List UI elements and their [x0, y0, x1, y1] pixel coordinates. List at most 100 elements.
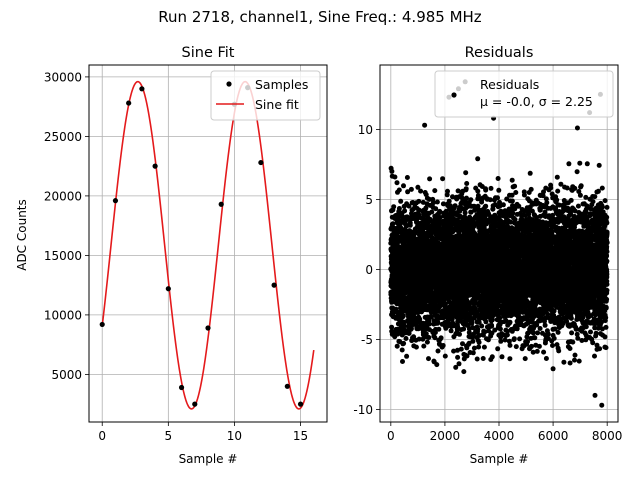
residual-point [496, 187, 502, 193]
residual-point [416, 198, 422, 204]
residual-point [399, 347, 405, 353]
residual-point [469, 320, 475, 326]
residual-point [489, 317, 495, 323]
sine-fit-y-tick-label: 30000 [44, 70, 82, 84]
residual-point [437, 208, 443, 214]
residual-point [455, 324, 461, 330]
residual-point [456, 361, 462, 367]
residual-point [470, 325, 476, 331]
residual-point [433, 206, 439, 212]
residuals-y-tick-label: 10 [358, 123, 373, 137]
sine-fit-chart: Sine Fit Sample # ADC Counts 0 5 10 1550001… [15, 45, 328, 466]
residuals-y-tick-label: -10 [353, 403, 373, 417]
sample-point [271, 282, 277, 288]
residual-point [475, 156, 481, 162]
residual-point [398, 198, 404, 204]
residual-point [400, 359, 405, 364]
residual-point [401, 319, 407, 325]
residual-point [423, 205, 429, 211]
residual-point [495, 195, 500, 201]
sample-point [139, 86, 145, 92]
residual-point [455, 354, 461, 360]
sample-point [258, 159, 264, 166]
residual-point [476, 344, 482, 350]
residual-point [497, 326, 503, 332]
residual-point [507, 319, 513, 325]
sample-point [178, 384, 185, 391]
sine-fit-y-tick-label: 5000 [51, 368, 82, 382]
residual-point [499, 354, 505, 360]
residual-point [485, 337, 491, 343]
residual-point [442, 353, 448, 359]
residual-point [402, 208, 408, 214]
residual-point [488, 185, 494, 191]
residual-point [513, 190, 519, 195]
residual-point [394, 180, 400, 186]
sine-fit-ylabel: ADC Counts [15, 199, 29, 271]
sine-fit-x-tick-label: 0 [98, 429, 106, 443]
residual-point [463, 170, 469, 176]
residual-point [448, 328, 454, 334]
residual-point [438, 335, 444, 341]
residual-point [509, 177, 515, 183]
legend-samples-marker [226, 81, 232, 87]
residual-point [457, 331, 462, 337]
residual-point [461, 326, 467, 332]
residual-point [429, 209, 435, 215]
sample-point [99, 321, 105, 328]
sine-fit-y-tick-label: 25000 [44, 130, 82, 144]
residual-point [451, 348, 457, 354]
residual-point [513, 344, 519, 350]
residual-point [483, 319, 489, 325]
residual-point [426, 321, 432, 327]
residual-point [512, 217, 518, 222]
residual-point [455, 347, 460, 353]
residual-point [390, 221, 396, 227]
residual-point [476, 319, 482, 325]
sample-point [126, 100, 132, 106]
residual-point [401, 323, 407, 329]
residual-point [413, 344, 419, 350]
residual-point [489, 322, 495, 328]
residual-point [474, 309, 480, 315]
residual-point [408, 186, 414, 192]
residual-point [487, 197, 493, 203]
residuals-x-tick-label: 4000 [484, 429, 515, 443]
residual-point [458, 346, 464, 352]
residual-point [405, 189, 411, 195]
sine-fit-title: Sine Fit [182, 45, 235, 61]
residual-point [426, 356, 431, 362]
residuals-xlabel: Sample # [470, 452, 529, 466]
residual-point [427, 176, 433, 182]
residual-point [426, 335, 432, 340]
residual-point [434, 199, 440, 205]
residual-point [468, 197, 474, 203]
residual-point [418, 188, 424, 194]
residual-point [500, 202, 506, 208]
residual-point [392, 174, 398, 180]
sine-fit-xlabel: Sample # [179, 452, 238, 466]
residual-point [400, 313, 406, 319]
residual-point [432, 188, 438, 194]
residual-point [464, 195, 469, 201]
figure-title: Run 2718, channel1, Sine Freq.: 4.985 MH… [158, 8, 482, 26]
sample-point [152, 163, 158, 169]
sine-fit-y-tick-label: 15000 [44, 249, 82, 263]
residual-point [466, 330, 472, 335]
residual-point [417, 316, 423, 322]
sine-fit-line [101, 80, 315, 410]
residual-point [460, 341, 465, 347]
residual-point [489, 354, 495, 360]
residual-point [421, 343, 427, 349]
residual-point [407, 222, 413, 228]
sine-fit-y-tick-label: 10000 [44, 308, 82, 322]
residual-point [470, 338, 476, 344]
residual-point [502, 337, 508, 343]
residual-point [389, 324, 395, 330]
residuals-chart: Residuals Sample # 0 2000 4000 6000 8000-10-… [353, 45, 622, 466]
residuals-title: Residuals [465, 45, 534, 61]
residual-point [436, 326, 442, 332]
residual-point [403, 336, 409, 341]
residual-point [404, 353, 410, 359]
residual-point [406, 203, 412, 209]
